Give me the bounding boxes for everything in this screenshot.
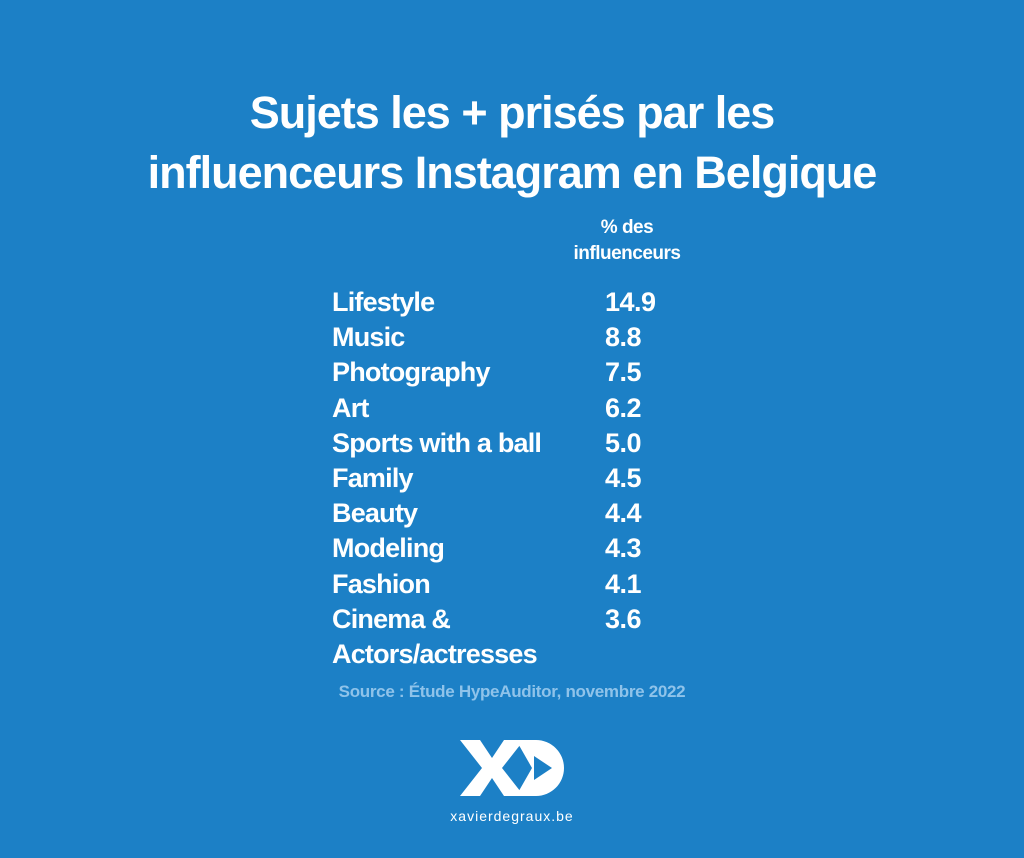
row-value: 4.1 [605, 568, 642, 599]
row-label: Beauty [332, 498, 418, 529]
row-value: 7.5 [605, 357, 642, 388]
title-line: influenceurs Instagram en Belgique [147, 147, 878, 198]
title-line: Sujets les + prisés par les [249, 87, 776, 138]
row-label: Fashion [332, 568, 431, 599]
row-value: 6.2 [605, 392, 642, 423]
row-value: 4.4 [605, 498, 642, 529]
row-value: 3.6 [605, 603, 642, 634]
row-label: Art [332, 392, 369, 423]
row-value: 4.3 [605, 533, 642, 564]
row-label: Lifestyle [332, 287, 435, 317]
row-value: 5.0 [605, 427, 642, 458]
logo-x [460, 740, 524, 796]
logo [460, 740, 564, 796]
column-header-line: influenceurs [573, 243, 681, 264]
row-label: Cinema & Actors/actresses [332, 603, 538, 669]
row-label: Sports with a ball [332, 427, 542, 458]
website: xavierdegraux.be [450, 808, 574, 824]
logo-play [534, 756, 552, 780]
row-label: Photography [332, 357, 491, 388]
row-value: 8.8 [605, 322, 642, 353]
row-value: 4.5 [605, 463, 642, 493]
row-label: Modeling [332, 533, 445, 564]
row-label: Music [332, 322, 405, 353]
source: Source : Étude HypeAuditor, novembre 202… [338, 682, 686, 701]
row-value: 14.9 [605, 287, 656, 317]
column-header-line: % des [600, 217, 654, 238]
row-label: Family [332, 463, 414, 493]
